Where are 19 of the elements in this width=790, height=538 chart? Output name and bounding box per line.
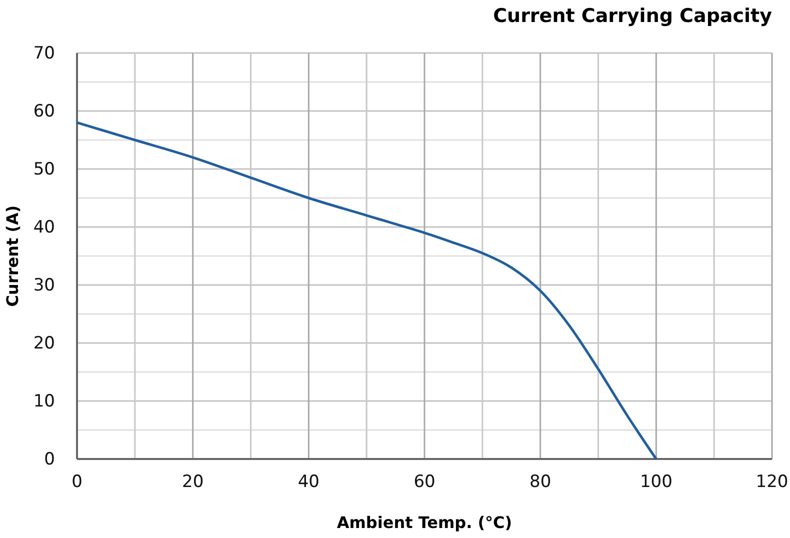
y-tick-label: 30 bbox=[33, 275, 55, 296]
x-tick-label: 120 bbox=[756, 472, 788, 492]
y-tick-label: 60 bbox=[33, 101, 55, 122]
x-tick-label: 20 bbox=[182, 472, 204, 492]
y-tick-label: 20 bbox=[33, 333, 55, 354]
chart-title: Current Carrying Capacity bbox=[493, 5, 773, 27]
y-tick-label: 50 bbox=[33, 159, 55, 180]
x-tick-label: 0 bbox=[72, 472, 82, 492]
y-tick-label: 70 bbox=[33, 43, 55, 64]
y-tick-label: 40 bbox=[33, 217, 55, 238]
y-axis-title: Current (A) bbox=[3, 205, 22, 307]
x-tick-label: 60 bbox=[414, 472, 436, 492]
line-series bbox=[76, 121, 658, 460]
y-tick-label: 0 bbox=[44, 449, 55, 470]
x-tick-label: 40 bbox=[298, 472, 320, 492]
y-tick-label: 10 bbox=[33, 391, 55, 412]
x-tick-label: 80 bbox=[530, 472, 552, 492]
x-tick-label: 100 bbox=[640, 472, 672, 492]
x-axis-title: Ambient Temp. (°C) bbox=[336, 513, 512, 532]
